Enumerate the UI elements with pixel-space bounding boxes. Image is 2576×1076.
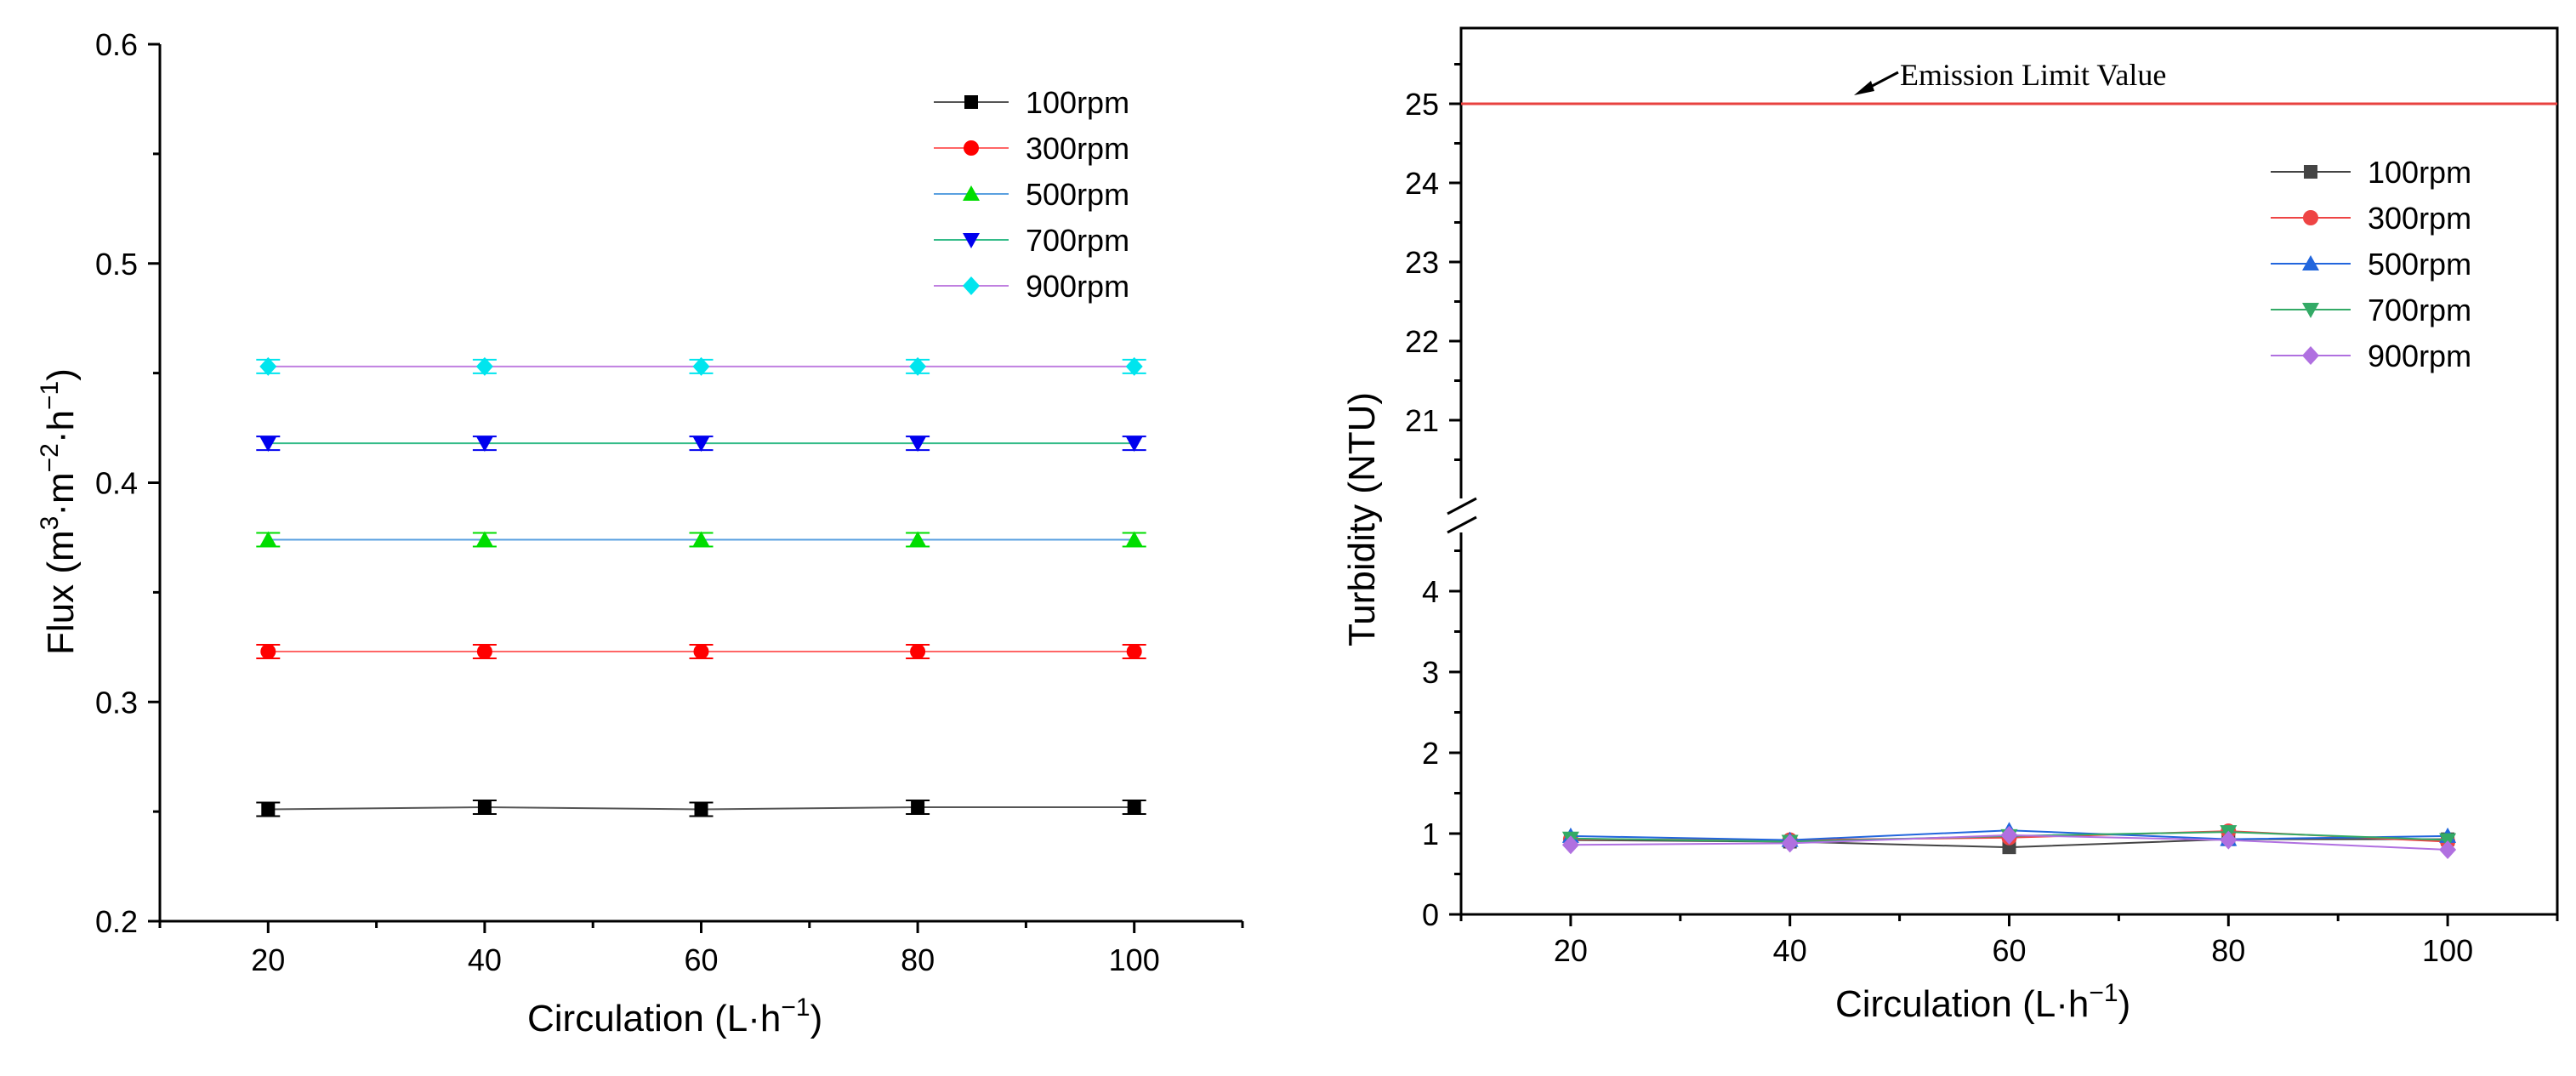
turbidity-legend-label: 900rpm <box>2368 339 2471 373</box>
turbidity-legend-label: 500rpm <box>2368 247 2471 282</box>
flux-x-tick-label: 20 <box>251 942 285 977</box>
turbidity-point-900rpm <box>1781 834 1799 853</box>
flux-y-tick-label: 0.3 <box>95 685 138 720</box>
flux-point-700rpm <box>692 436 710 453</box>
flux-chart: 0.2 0.3 0.4 0.5 0.6 20 40 60 80 100 100rpm 300rpm… <box>36 27 1244 1039</box>
turbidity-legend-label: 700rpm <box>2368 293 2471 327</box>
flux-x-ticks: 20 40 60 80 100 <box>158 921 1244 977</box>
flux-point-300rpm <box>476 643 492 659</box>
turbidity-y-tick-label: 23 <box>1405 245 1439 280</box>
turbidity-axis-break <box>1446 497 1477 534</box>
turbidity-series <box>1561 822 2457 859</box>
flux-point-900rpm <box>692 356 710 376</box>
flux-y-ticks: 0.2 0.3 0.4 0.5 0.6 <box>95 27 160 939</box>
turbidity-y-axis-title: Turbidity (NTU) <box>1341 392 1383 646</box>
turbidity-y-tick-label: 4 <box>1422 574 1439 609</box>
flux-point-700rpm <box>259 436 277 453</box>
turbidity-legend-marker <box>2304 165 2317 179</box>
turbidity-x-tick-label: 60 <box>1992 933 2026 968</box>
flux-point-300rpm <box>260 643 276 659</box>
flux-legend-marker <box>963 185 980 201</box>
flux-point-100rpm <box>477 800 492 814</box>
flux-point-300rpm <box>693 643 709 659</box>
turbidity-x-ticks: 20 40 60 80 100 <box>1459 914 2559 968</box>
flux-point-900rpm <box>259 356 277 376</box>
flux-point-300rpm <box>1126 643 1142 659</box>
turbidity-legend-label: 100rpm <box>2368 155 2471 190</box>
turbidity-y-tick-label: 2 <box>1422 736 1439 771</box>
turbidity-legend-marker <box>2302 346 2319 365</box>
flux-x-tick-label: 40 <box>468 942 502 977</box>
flux-legend-label: 100rpm <box>1026 85 1129 120</box>
turbidity-y-tick-label: 1 <box>1422 817 1439 851</box>
flux-point-900rpm <box>475 356 493 376</box>
turbidity-legend-marker <box>2302 303 2319 318</box>
turbidity-x-axis-title: Circulation (L·h−1) <box>1835 979 2130 1025</box>
flux-x-tick-label: 60 <box>684 942 718 977</box>
turbidity-y-tick-label: 3 <box>1422 655 1439 690</box>
flux-x-tick-label: 80 <box>901 942 935 977</box>
flux-point-900rpm <box>1125 356 1143 376</box>
flux-legend-label: 500rpm <box>1026 177 1129 212</box>
flux-point-100rpm <box>694 802 708 817</box>
flux-legend: 100rpm 300rpm 500rpm 700rpm 900rpm <box>934 85 1129 304</box>
flux-point-500rpm <box>909 531 927 547</box>
flux-point-700rpm <box>909 436 927 453</box>
flux-y-tick-label: 0.5 <box>95 247 138 282</box>
flux-point-100rpm <box>261 802 276 817</box>
turbidity-y-tick-label: 25 <box>1405 87 1439 122</box>
flux-legend-label: 700rpm <box>1026 223 1129 258</box>
flux-series <box>256 356 1146 817</box>
flux-point-300rpm <box>910 643 926 659</box>
flux-point-700rpm <box>1125 436 1143 453</box>
turbidity-legend-marker <box>2302 255 2319 270</box>
emission-limit-annotation: Emission Limit Value <box>1854 58 2166 95</box>
flux-x-axis-title: Circulation (L·h−1) <box>527 993 822 1039</box>
flux-y-tick-label: 0.4 <box>95 466 138 501</box>
flux-point-700rpm <box>475 436 493 453</box>
flux-legend-marker <box>963 276 980 295</box>
flux-point-500rpm <box>1125 531 1143 547</box>
flux-point-100rpm <box>1127 800 1141 814</box>
turbidity-legend-marker <box>2303 210 2318 225</box>
flux-legend-marker <box>963 233 980 248</box>
turbidity-point-900rpm <box>2000 825 2018 845</box>
flux-legend-label: 900rpm <box>1026 269 1129 304</box>
flux-x-tick-label: 100 <box>1109 942 1160 977</box>
flux-legend-label: 300rpm <box>1026 131 1129 166</box>
flux-y-tick-label: 0.6 <box>95 27 138 62</box>
turbidity-x-tick-label: 40 <box>1773 933 1807 968</box>
flux-y-tick-label: 0.2 <box>95 904 138 939</box>
flux-legend-marker <box>964 140 979 156</box>
emission-limit-label: Emission Limit Value <box>1900 58 2166 92</box>
turbidity-legend-label: 300rpm <box>2368 201 2471 236</box>
flux-point-500rpm <box>692 531 710 547</box>
turbidity-point-900rpm <box>1561 835 1579 855</box>
flux-legend-marker <box>964 95 978 109</box>
flux-y-axis-title: Flux (m3·m−2·h−1) <box>36 368 82 655</box>
turbidity-y-tick-label: 24 <box>1405 166 1439 201</box>
flux-point-500rpm <box>475 531 493 547</box>
turbidity-y-tick-label: 22 <box>1405 324 1439 359</box>
flux-point-900rpm <box>909 356 927 376</box>
turbidity-point-900rpm <box>2220 830 2238 850</box>
turbidity-legend: 100rpm 300rpm 500rpm 700rpm 900rpm <box>2271 155 2471 373</box>
flux-point-500rpm <box>259 531 277 547</box>
turbidity-point-900rpm <box>2439 840 2457 859</box>
turbidity-x-tick-label: 100 <box>2422 933 2473 968</box>
turbidity-y-tick-label: 21 <box>1405 403 1439 438</box>
turbidity-x-tick-label: 80 <box>2211 933 2245 968</box>
turbidity-x-tick-label: 20 <box>1554 933 1588 968</box>
flux-point-100rpm <box>911 800 925 814</box>
turbidity-y-tick-label: 0 <box>1422 897 1439 932</box>
